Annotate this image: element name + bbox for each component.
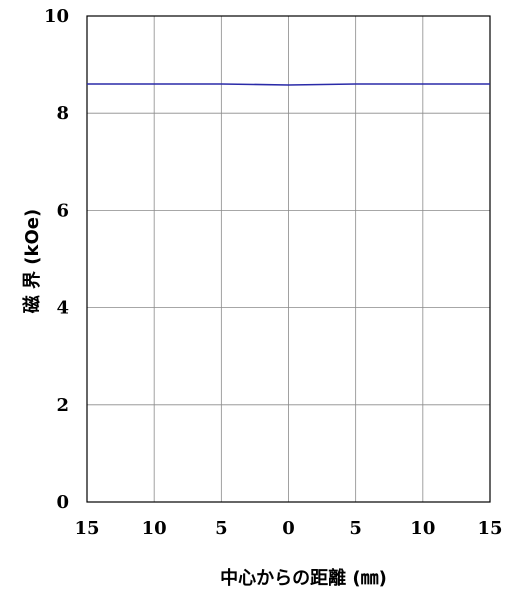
x-tick-label: 10: [410, 518, 435, 539]
x-tick-label: 15: [477, 518, 502, 539]
x-tick-labels: 15 10 5 0 5 10 15: [74, 518, 502, 539]
x-tick-label: 0: [282, 518, 295, 539]
y-tick-label: 0: [56, 492, 69, 513]
y-tick-label: 2: [56, 395, 69, 416]
series-layer: [87, 83, 490, 86]
y-axis-label: 磁 界 (kOe): [21, 209, 43, 313]
y-tick-label: 6: [56, 200, 69, 221]
x-tick-label: 15: [74, 518, 99, 539]
x-tick-label: 5: [215, 518, 228, 539]
grid-lines: [86, 15, 491, 503]
x-axis-label: 中心からの距離 (㎜): [220, 567, 387, 589]
series-line-1: [87, 83, 490, 86]
x-tick-label: 5: [349, 518, 362, 539]
y-tick-labels: 0 2 4 6 8 10: [44, 6, 69, 513]
y-tick-label: 8: [56, 103, 69, 124]
y-tick-label: 10: [44, 6, 69, 27]
y-tick-label: 4: [56, 298, 69, 319]
x-tick-label: 10: [142, 518, 167, 539]
plot-area: [86, 15, 491, 503]
